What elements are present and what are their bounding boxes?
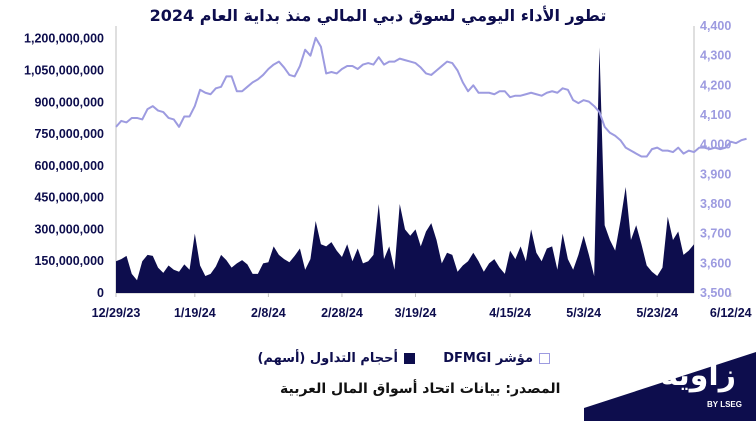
y-right-tick-label: 4,100 <box>700 108 731 122</box>
y-left-tick-label: 600,000,000 <box>34 159 104 173</box>
volume-area <box>116 47 694 293</box>
volume-series <box>116 47 694 293</box>
y-right-tick-label: 4,000 <box>700 138 731 152</box>
legend-label-index: مؤشر DFMGI <box>443 350 533 366</box>
x-tick-label: 6/12/24 <box>710 306 752 320</box>
tick-labels: 0 150,000,000 300,000,000 450,000,000 600,00… <box>24 19 752 320</box>
legend-item-index: مؤشر DFMGI <box>443 347 550 369</box>
y-right-tick-label: 3,600 <box>700 256 731 270</box>
x-tick-label: 4/15/24 <box>489 306 531 320</box>
y-right-tick-label: 3,900 <box>700 167 731 181</box>
x-tick-label: 5/23/24 <box>636 306 678 320</box>
y-right-tick-label: 3,800 <box>700 197 731 211</box>
x-tick-label: 3/19/24 <box>395 306 437 320</box>
legend-swatch-volume <box>404 352 415 364</box>
x-tick-label: 12/29/23 <box>92 306 141 320</box>
source-note: المصدر: بيانات اتحاد أسواق المال العربية <box>280 381 561 397</box>
y-left-tick-label: 750,000,000 <box>34 127 104 141</box>
chart-title: تطور الأداء اليومي لسوق دبي المالي منذ ب… <box>149 6 607 25</box>
y-right-tick-label: 3,500 <box>700 286 731 300</box>
x-tick-label: 5/3/24 <box>566 306 601 320</box>
y-right-tick-label: 4,300 <box>700 49 731 63</box>
x-tick-label: 1/19/24 <box>174 306 216 320</box>
chart-plot: 0 150,000,000 300,000,000 450,000,000 600,00… <box>24 19 752 320</box>
legend-label-volume: أحجام التداول (أسهم) <box>257 350 398 366</box>
index-line <box>115 36 747 158</box>
y-left-tick-label: 300,000,000 <box>34 222 104 236</box>
x-tick-label: 2/28/24 <box>321 306 363 320</box>
brand-background-shape <box>584 352 756 421</box>
y-left-tick-label: 150,000,000 <box>34 254 104 268</box>
y-left-tick-label: 0 <box>97 286 104 300</box>
brand-logo: زاوية BY LSEG <box>584 352 756 421</box>
legend-item-volume: أحجام التداول (أسهم) <box>257 347 415 369</box>
y-right-tick-label: 3,700 <box>700 227 731 241</box>
brand-sub: BY LSEG <box>707 400 742 409</box>
x-tick-label: 2/8/24 <box>251 306 286 320</box>
y-left-tick-label: 1,200,000,000 <box>24 32 104 46</box>
y-left-tick-label: 1,050,000,000 <box>24 64 104 78</box>
y-left-tick-label: 450,000,000 <box>34 191 104 205</box>
legend: مؤشر DFMGI أحجام التداول (أسهم) <box>250 347 550 371</box>
brand-name: زاوية <box>660 358 736 393</box>
index-series <box>115 36 747 158</box>
legend-swatch-index <box>539 352 550 364</box>
y-left-tick-label: 900,000,000 <box>34 95 104 109</box>
y-right-tick-label: 4,200 <box>700 78 731 92</box>
y-right-tick-label: 4,400 <box>700 19 731 33</box>
